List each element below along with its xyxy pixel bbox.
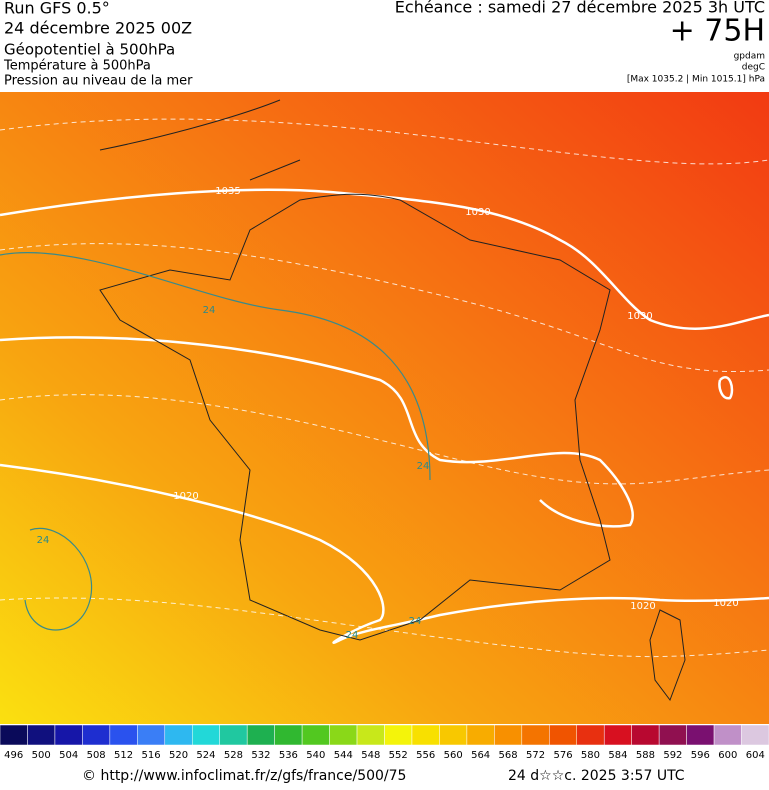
scale-label: 572 bbox=[526, 750, 545, 761]
scale-label: 540 bbox=[306, 750, 325, 761]
scale-label: 588 bbox=[636, 750, 655, 761]
footer: © http://www.infoclimat.fr/z/gfs/france/… bbox=[82, 768, 685, 784]
scale-cell bbox=[54, 724, 83, 746]
scale-label: 584 bbox=[608, 750, 627, 761]
scale-label: 512 bbox=[114, 750, 133, 761]
scale-cell bbox=[439, 724, 468, 746]
scale-cell bbox=[658, 724, 687, 746]
scale-label: 580 bbox=[581, 750, 600, 761]
scale-cell bbox=[631, 724, 660, 746]
scale-cell bbox=[356, 724, 385, 746]
scale-cell bbox=[27, 724, 56, 746]
isobar-label: 1020 bbox=[630, 601, 655, 612]
scale-cell bbox=[192, 724, 220, 746]
scale-cell bbox=[494, 724, 523, 746]
scale-cell bbox=[521, 724, 550, 746]
scale-cell bbox=[246, 724, 275, 746]
scale-label: 548 bbox=[361, 750, 380, 761]
temperature-label: 24 bbox=[37, 535, 50, 546]
field-label: Température à 500hPa bbox=[3, 59, 151, 74]
scale-cell bbox=[164, 724, 193, 746]
run-date: 24 décembre 2025 00Z bbox=[4, 19, 192, 38]
scale-label: 564 bbox=[471, 750, 490, 761]
scale-label: 568 bbox=[499, 750, 518, 761]
scale-label: 520 bbox=[169, 750, 188, 761]
field-label: Géopotentiel à 500hPa bbox=[4, 41, 175, 59]
scale-label: 560 bbox=[444, 750, 463, 761]
scale-label: 528 bbox=[224, 750, 243, 761]
temperature-label: 24 bbox=[409, 616, 422, 627]
scale-cell bbox=[329, 724, 358, 746]
isobar-label: 1020 bbox=[173, 491, 198, 502]
scale-label: 500 bbox=[32, 750, 51, 761]
scale-cell bbox=[0, 724, 28, 746]
isobar-label: 1020 bbox=[713, 598, 738, 609]
field-label: Pression au niveau de la mer bbox=[4, 74, 193, 89]
scale-label: 576 bbox=[553, 750, 572, 761]
scale-label: 504 bbox=[59, 750, 78, 761]
header: Run GFS 0.5° 24 décembre 2025 00Z Géopot… bbox=[3, 0, 765, 89]
scale-label: 508 bbox=[87, 750, 106, 761]
timestamp: 24 d☆☆c. 2025 3:57 UTC bbox=[508, 768, 685, 784]
scale-cell bbox=[137, 724, 166, 746]
unit-label: degC bbox=[742, 63, 765, 73]
scale-label: 532 bbox=[251, 750, 270, 761]
scale-cell bbox=[713, 724, 742, 746]
scale-label: 496 bbox=[4, 750, 23, 761]
scale-cell bbox=[686, 724, 715, 746]
scale-label: 552 bbox=[389, 750, 408, 761]
map-lines bbox=[0, 99, 769, 702]
scale-cell bbox=[384, 724, 413, 746]
color-scale: 496 500 504 508 512 516 520 524 528 532 536 540 544 5… bbox=[0, 724, 769, 761]
isobar-label: 1030 bbox=[465, 207, 490, 218]
scale-label: 604 bbox=[746, 750, 765, 761]
scale-label: 556 bbox=[416, 750, 435, 761]
scale-cell bbox=[576, 724, 605, 746]
scale-cell bbox=[741, 724, 769, 746]
map-labels: 1035 1030 1030 1020 1020 1020 24 24 24 24 24 bbox=[37, 186, 739, 641]
scale-cell bbox=[219, 724, 248, 746]
temperature-label: 24 bbox=[417, 461, 430, 472]
extremes-label: [Max 1035.2 | Min 1015.1] hPa bbox=[627, 75, 765, 85]
scale-label: 524 bbox=[196, 750, 215, 761]
temperature-label: 24 bbox=[346, 630, 359, 641]
run-title: Run GFS 0.5° bbox=[4, 0, 110, 18]
scale-cell bbox=[301, 724, 330, 746]
scale-label: 516 bbox=[142, 750, 161, 761]
scale-cell bbox=[109, 724, 138, 746]
lead-time: + 75H bbox=[670, 14, 765, 49]
unit-label: gpdam bbox=[734, 52, 765, 62]
scale-cell bbox=[274, 724, 303, 746]
isobar-label: 1030 bbox=[627, 311, 652, 322]
scale-label: 536 bbox=[279, 750, 298, 761]
scale-cell bbox=[466, 724, 495, 746]
scale-label: 544 bbox=[334, 750, 353, 761]
isobar-label: 1035 bbox=[215, 186, 240, 197]
scale-cell bbox=[411, 724, 440, 746]
forecast-time: Echéance : samedi 27 décembre 2025 3h UT… bbox=[395, 0, 765, 17]
temperature-label: 24 bbox=[203, 305, 216, 316]
scale-label: 596 bbox=[691, 750, 710, 761]
source-url: © http://www.infoclimat.fr/z/gfs/france/… bbox=[82, 768, 406, 784]
scale-cell bbox=[549, 724, 577, 746]
scale-label: 592 bbox=[663, 750, 682, 761]
scale-cell bbox=[82, 724, 111, 746]
scale-cell bbox=[603, 724, 632, 746]
scale-label: 600 bbox=[718, 750, 737, 761]
